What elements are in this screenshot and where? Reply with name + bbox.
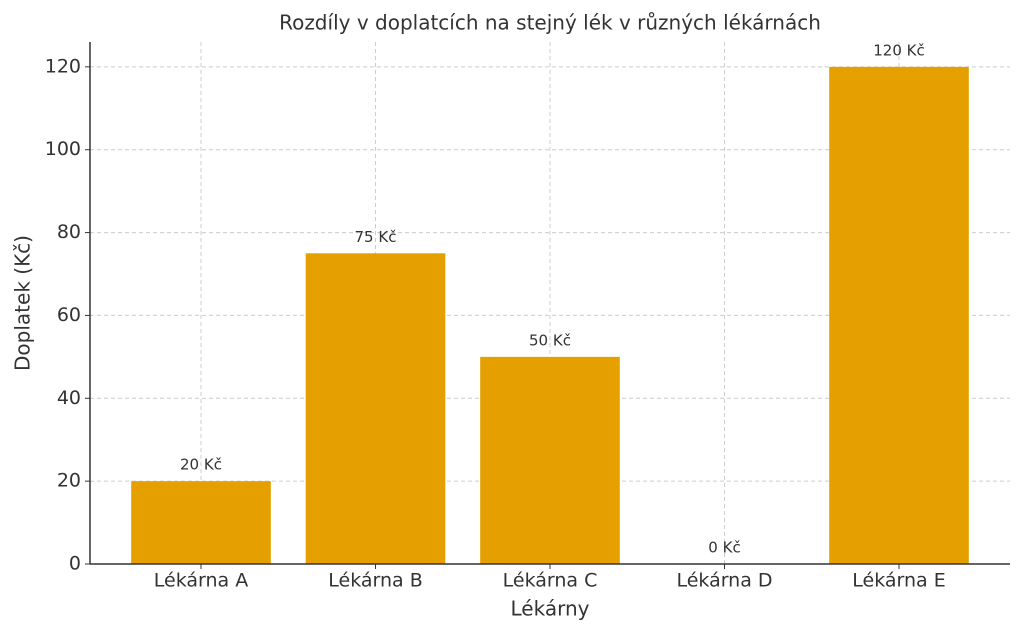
y-tick-label: 100: [45, 138, 81, 160]
y-tick-label: 60: [57, 304, 81, 326]
y-tick-label: 0: [69, 553, 81, 575]
bar: [829, 66, 969, 564]
x-axis-label: Lékárny: [511, 597, 590, 621]
y-tick-label: 120: [45, 55, 81, 77]
value-label: 50 Kč: [529, 331, 571, 349]
value-label: 120 Kč: [873, 41, 924, 59]
value-label: 75 Kč: [355, 228, 397, 246]
chart-title: Rozdíly v doplatcích na stejný lék v růz…: [279, 11, 821, 35]
bar: [480, 356, 620, 564]
y-axis-label: Doplatek (Kč): [11, 235, 35, 371]
bar: [305, 253, 446, 565]
bar: [131, 481, 271, 564]
value-label: 0 Kč: [708, 539, 740, 557]
x-tick-label: Lékárna D: [676, 570, 772, 592]
y-tick-label: 80: [57, 221, 81, 243]
y-tick-label: 40: [57, 387, 81, 409]
x-tick-label: Lékárna C: [503, 570, 598, 592]
x-tick-label: Lékárna E: [852, 570, 945, 592]
y-tick-label: 20: [57, 470, 81, 492]
value-label: 20 Kč: [180, 456, 222, 474]
x-tick-label: Lékárna B: [328, 570, 423, 592]
x-tick-label: Lékárna A: [154, 570, 248, 592]
